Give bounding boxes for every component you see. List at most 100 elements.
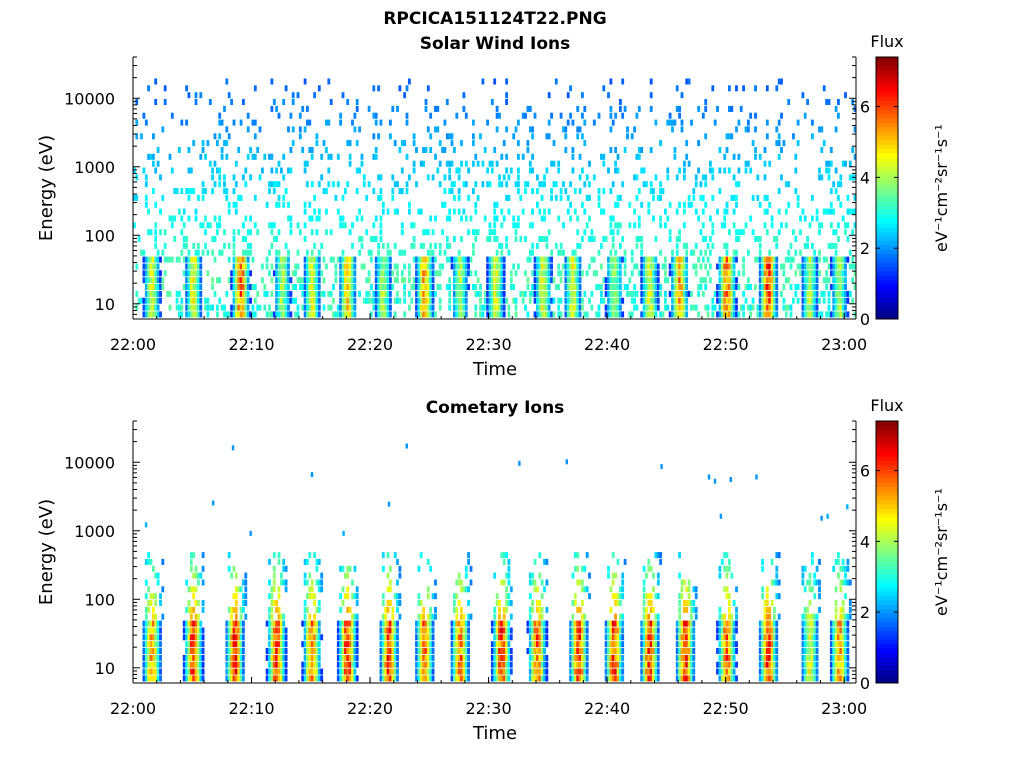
flux-cell (782, 284, 786, 290)
flux-cell (853, 208, 857, 215)
flux-cell (604, 236, 608, 242)
flux-cell (500, 181, 504, 188)
flux-cell (161, 126, 165, 133)
flux-cell (761, 620, 764, 627)
flux-cell (500, 242, 504, 249)
flux-cell (448, 215, 452, 222)
flux-cell (557, 263, 561, 270)
flux-cell (393, 668, 397, 675)
flux-cell (230, 675, 233, 682)
flux-cell (244, 600, 248, 606)
flux-cell (614, 648, 617, 654)
flux-cell (339, 565, 342, 572)
flux-cell (607, 277, 610, 284)
flux-cell (683, 661, 686, 668)
flux-cell (199, 263, 203, 270)
flux-cell (607, 572, 610, 579)
flux-cell (758, 153, 762, 160)
flux-cell (829, 222, 833, 229)
flux-cell (450, 634, 454, 641)
flux-cell (152, 654, 155, 661)
flux-cell (811, 675, 814, 682)
flux-cell (303, 297, 307, 304)
flux-cell (611, 236, 615, 242)
flux-cell (242, 654, 245, 661)
flux-cell (581, 112, 584, 119)
flux-cell (199, 277, 203, 284)
flux-cell (358, 167, 361, 174)
flux-cell (443, 119, 447, 126)
flux-cell (566, 304, 570, 311)
flux-cell (282, 579, 286, 586)
flux-cell (144, 593, 148, 600)
flux-cell (569, 654, 572, 661)
flux-cell (827, 290, 831, 297)
flux-cell (332, 297, 335, 304)
flux-cell (675, 627, 679, 634)
flux-cell (481, 160, 485, 167)
flux-cell (144, 270, 148, 277)
flux-cell (232, 648, 236, 654)
flux-cell (616, 284, 620, 290)
flux-cell (268, 593, 271, 600)
flux-cell (315, 140, 319, 147)
flux-cell (232, 627, 236, 634)
flux-cell (493, 648, 497, 654)
flux-cell (540, 181, 544, 188)
flux-cell (310, 593, 314, 600)
flux-cell (728, 311, 731, 318)
flux-cell (189, 606, 193, 613)
flux-cell (578, 654, 582, 661)
flux-cell (389, 641, 392, 648)
flux-cell (457, 627, 461, 634)
flux-cell (507, 675, 511, 682)
flux-cell (313, 277, 316, 284)
flux-cell (377, 277, 380, 284)
flux-cell (182, 627, 186, 634)
flux-cell (448, 290, 452, 297)
colorbar-segment (876, 87, 898, 93)
panel-title: Solar Wind Ions (420, 34, 571, 54)
flux-cell (246, 112, 250, 119)
flux-cell (346, 270, 350, 277)
flux-cell (192, 627, 196, 634)
flux-cell (630, 256, 634, 263)
flux-cell (528, 579, 532, 586)
flux-cell (773, 675, 776, 682)
flux-cell (306, 290, 309, 297)
flux-cell (403, 140, 406, 147)
flux-cell (735, 249, 738, 256)
flux-cell (280, 648, 283, 654)
flux-cell (431, 668, 435, 675)
flux-cell (652, 668, 655, 675)
flux-cell (604, 661, 608, 668)
flux-cell (616, 661, 620, 668)
flux-cell (604, 654, 608, 661)
flux-cell (801, 263, 805, 270)
flux-cell (687, 586, 691, 593)
flux-cell (282, 558, 286, 565)
flux-cell (528, 613, 532, 620)
flux-cell (623, 558, 627, 565)
flux-cell (803, 565, 807, 572)
flux-cell (194, 634, 198, 641)
flux-cell (339, 593, 342, 600)
flux-cell (687, 627, 691, 634)
flux-cell (320, 270, 324, 277)
flux-cell (732, 270, 736, 277)
flux-cell (730, 634, 734, 641)
flux-cell (531, 661, 534, 668)
flux-cell (182, 242, 186, 249)
flux-cell (339, 270, 342, 277)
flux-cell (694, 593, 698, 600)
flux-cell (536, 201, 539, 208)
flux-cell (678, 620, 681, 627)
flux-cell (467, 634, 470, 641)
flux-cell (709, 263, 712, 270)
flux-cell (244, 586, 248, 593)
colorbar-segment (876, 270, 898, 276)
flux-cell (829, 270, 833, 277)
flux-cell (573, 256, 577, 263)
flux-cell (460, 311, 463, 318)
flux-cell (258, 174, 262, 181)
